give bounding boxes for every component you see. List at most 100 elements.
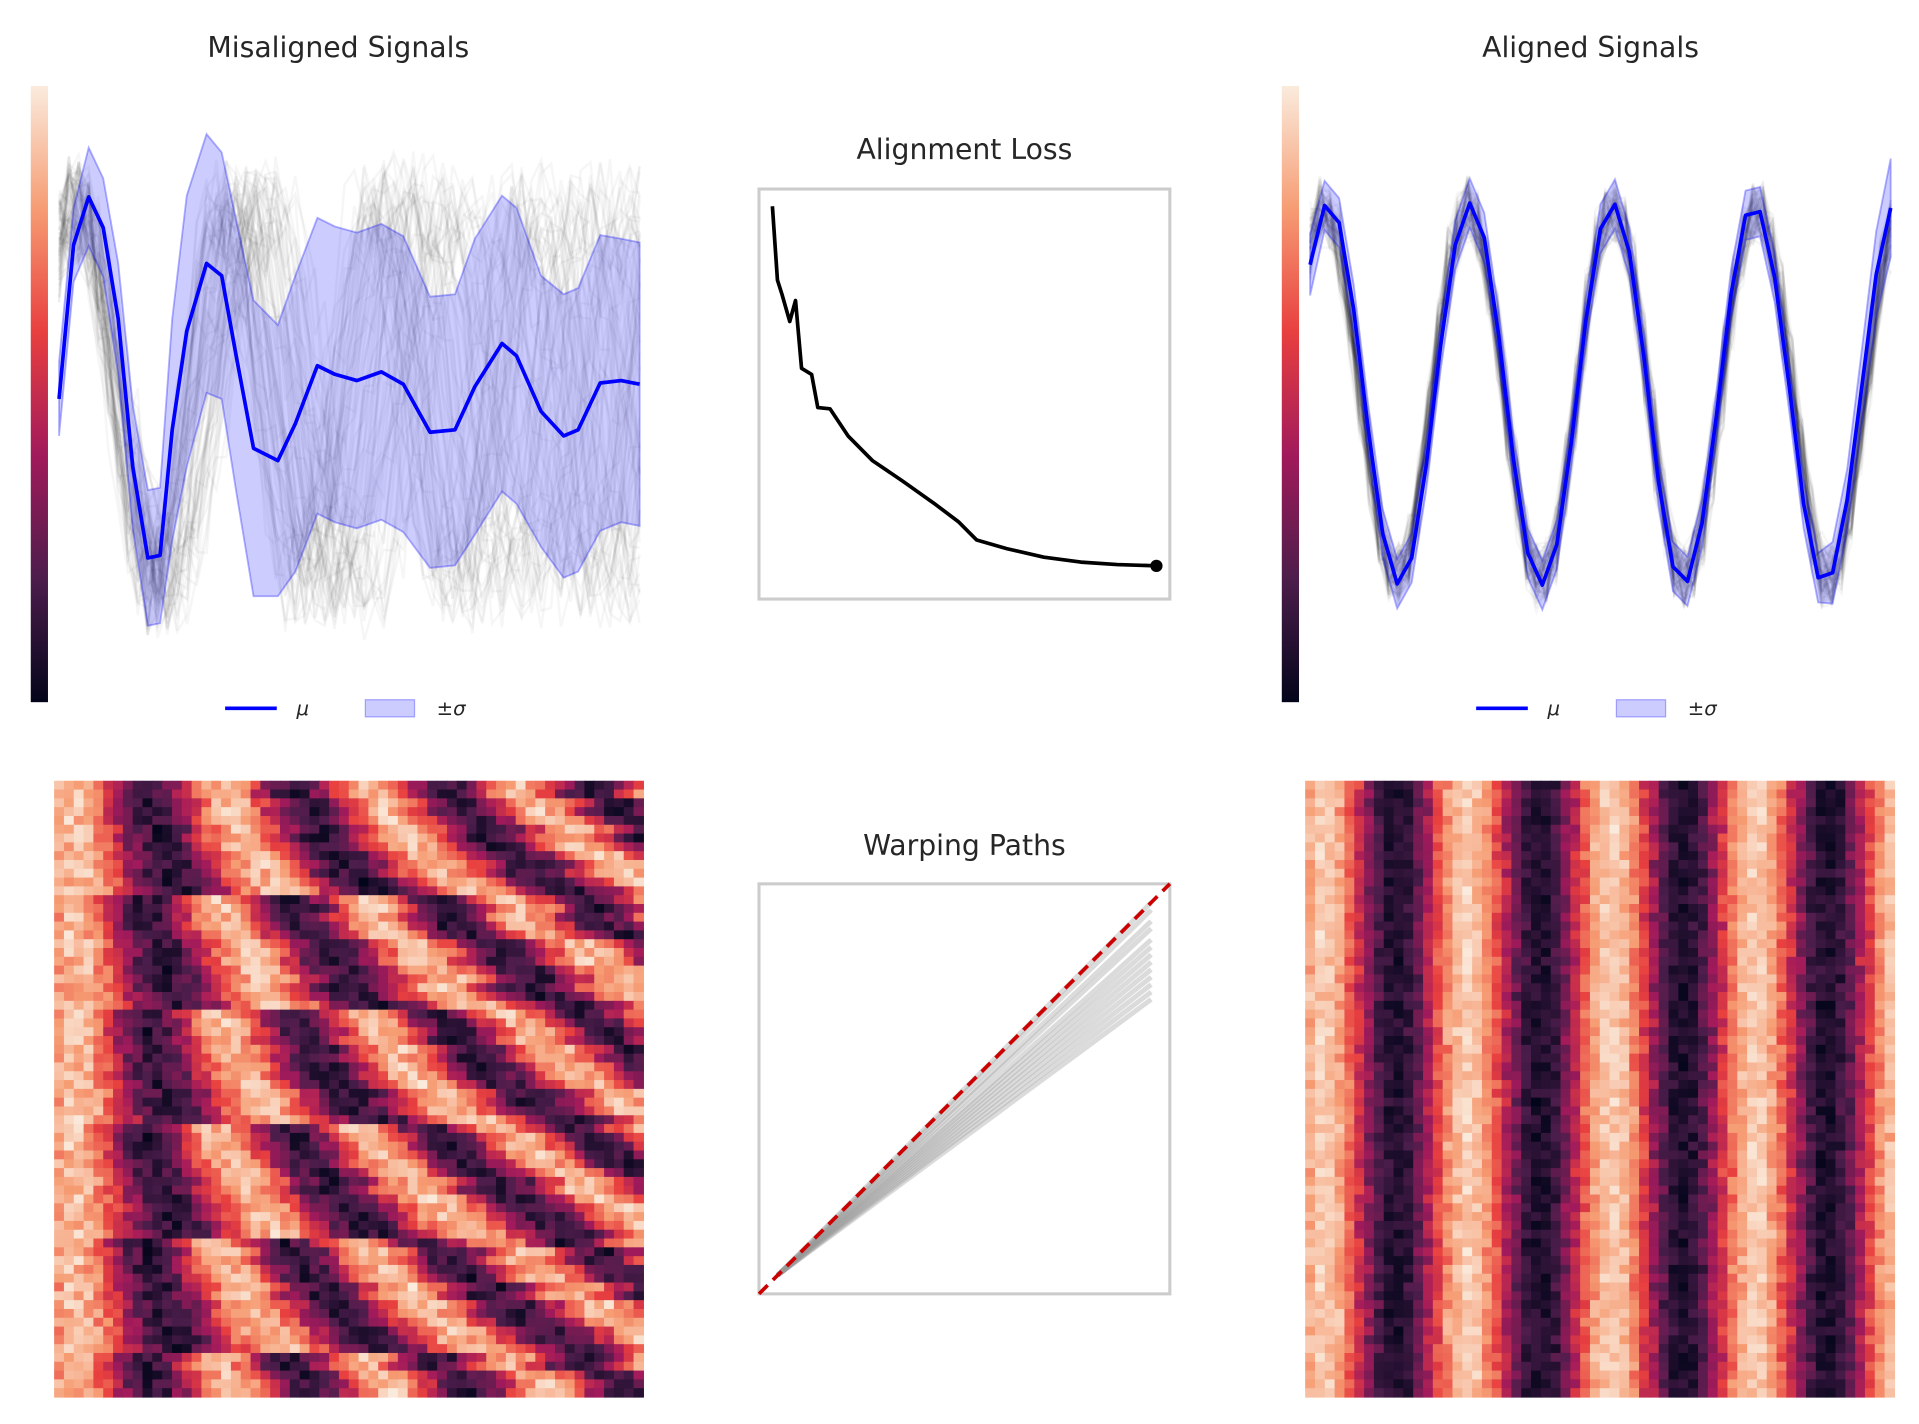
heatmap-cell — [191, 1062, 203, 1072]
heatmap-cell — [240, 789, 252, 799]
heatmap-cell — [358, 930, 369, 940]
heatmap-cell — [142, 1115, 153, 1125]
heatmap-cell — [496, 780, 507, 791]
heatmap — [1305, 780, 1896, 1398]
heatmap-cell — [496, 807, 507, 817]
heatmap-cell — [476, 798, 487, 808]
heatmap-cell — [1364, 824, 1375, 835]
heatmap-cell — [1806, 815, 1817, 826]
heatmap-cell — [594, 1264, 605, 1275]
heatmap-cell — [171, 1335, 183, 1345]
heatmap-cell — [309, 1344, 320, 1354]
heatmap-cell — [1786, 780, 1797, 791]
heatmap-cell — [378, 815, 389, 826]
heatmap-cell — [63, 1344, 75, 1354]
heatmap-cell — [358, 948, 369, 958]
heatmap-cell — [1668, 789, 1679, 799]
heatmap-cell — [378, 1291, 389, 1301]
heatmap-cell — [505, 1370, 517, 1381]
heatmap-cell — [535, 930, 546, 940]
heatmap-cell — [63, 1009, 75, 1020]
heatmap-cell — [250, 1282, 261, 1292]
heatmap-cell — [417, 1238, 428, 1248]
heatmap-cell — [535, 789, 546, 799]
heatmap-cell — [289, 948, 301, 958]
heatmap-cell — [496, 939, 507, 949]
heatmap-cell — [83, 1106, 95, 1116]
heatmap-cell — [289, 1352, 301, 1363]
heatmap-cell — [181, 1106, 193, 1116]
heatmap-cell — [230, 1115, 242, 1125]
heatmap-cell — [505, 1053, 517, 1064]
heatmap-cell — [613, 1388, 625, 1398]
heatmap-cell — [594, 1247, 605, 1257]
heatmap-cell — [1835, 824, 1846, 835]
heatmap-cell — [260, 833, 271, 843]
heatmap-cell — [162, 1053, 173, 1064]
heatmap-cell — [378, 1203, 389, 1213]
heatmap-cell — [221, 824, 232, 835]
heatmap-cell — [1550, 789, 1562, 799]
heatmap-cell — [466, 948, 478, 958]
heatmap-cell — [289, 1036, 301, 1046]
heatmap-cell — [613, 807, 625, 817]
heatmap-cell — [289, 1247, 301, 1257]
heatmap-cell — [221, 886, 232, 896]
heatmap-cell — [515, 1053, 527, 1064]
heatmap-cell — [1531, 789, 1542, 799]
heatmap-cell — [299, 1264, 311, 1275]
heatmap-cell — [289, 912, 301, 923]
heatmap-cell — [604, 1379, 615, 1389]
heatmap-cell — [515, 815, 527, 826]
heatmap-cell — [54, 1247, 65, 1257]
heatmap-cell — [211, 1044, 222, 1055]
heatmap-cell — [574, 1203, 586, 1213]
heatmap-cell — [1747, 789, 1758, 799]
heatmap-cell — [1314, 807, 1326, 817]
heatmap-cell — [1825, 859, 1837, 870]
heatmap-cell — [476, 1106, 487, 1116]
heatmap-cell — [417, 956, 428, 967]
heatmap-cell — [515, 859, 527, 870]
heatmap-cell — [289, 1220, 301, 1231]
heatmap-cell — [250, 1379, 261, 1389]
heatmap-cell — [113, 1062, 124, 1072]
heatmap-cell — [515, 921, 527, 932]
heatmap-cell — [604, 1238, 615, 1248]
heatmap-cell — [83, 1229, 95, 1240]
heatmap-cell — [1874, 815, 1886, 826]
heatmap-cell — [613, 859, 625, 870]
heatmap-cell — [1648, 842, 1660, 852]
heatmap-cell — [594, 1009, 605, 1020]
heatmap-cell — [378, 886, 389, 896]
heatmap-cell — [368, 1088, 379, 1099]
heatmap-cell — [397, 895, 409, 905]
heatmap-cell — [132, 1080, 144, 1090]
heatmap-cell — [466, 1097, 478, 1108]
heatmap-cell — [230, 1203, 242, 1213]
heatmap-cell — [456, 1115, 468, 1125]
heatmap-cell — [260, 1273, 271, 1284]
heatmap-cell — [564, 1168, 576, 1178]
heatmap-cell — [554, 1247, 566, 1257]
heatmap-cell — [1707, 780, 1719, 791]
heatmap-cell — [623, 1229, 635, 1240]
heatmap-cell — [427, 824, 438, 835]
heatmap-cell — [1845, 851, 1856, 861]
heatmap-cell — [103, 868, 114, 879]
heatmap-cell — [181, 930, 193, 940]
heatmap-cell — [554, 1053, 566, 1064]
heatmap-cell — [83, 1247, 95, 1257]
heatmap-cell — [1334, 868, 1346, 879]
heatmap-cell — [1305, 807, 1316, 817]
heatmap-cell — [348, 1203, 360, 1213]
heatmap-cell — [633, 1132, 644, 1143]
heatmap-cell — [103, 1088, 114, 1099]
heatmap-cell — [93, 1352, 104, 1363]
heatmap-cell — [466, 1044, 478, 1055]
heatmap-cell — [171, 851, 183, 861]
heatmap-cell — [132, 948, 144, 958]
heatmap-cell — [388, 1009, 399, 1020]
heatmap-cell — [1472, 815, 1483, 826]
heatmap-cell — [417, 1080, 428, 1090]
